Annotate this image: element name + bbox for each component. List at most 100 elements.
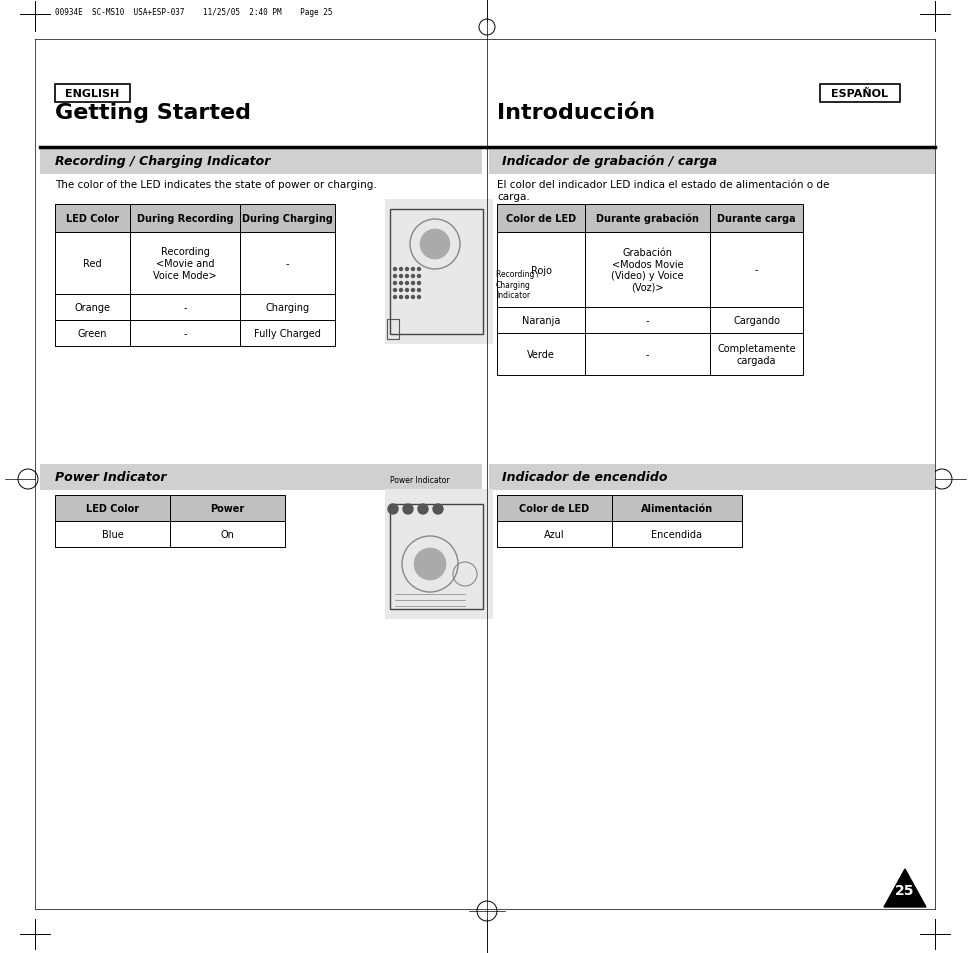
- Bar: [55, 294, 130, 320]
- Circle shape: [399, 275, 403, 278]
- Text: Fully Charged: Fully Charged: [254, 329, 321, 338]
- Text: Recording / Charging Indicator: Recording / Charging Indicator: [55, 155, 270, 169]
- Bar: [240, 294, 335, 320]
- Bar: [170, 521, 285, 547]
- Text: The color of the LED indicates the state of power or charging.: The color of the LED indicates the state…: [55, 180, 377, 190]
- Bar: [585, 233, 710, 308]
- Circle shape: [399, 282, 403, 285]
- Bar: [710, 308, 803, 334]
- Text: During Recording: During Recording: [137, 213, 233, 224]
- Bar: [497, 496, 612, 521]
- Bar: [40, 149, 482, 174]
- Text: Completamente
cargada: Completamente cargada: [718, 344, 796, 365]
- Bar: [497, 308, 585, 334]
- Bar: [55, 521, 170, 547]
- Circle shape: [393, 296, 396, 299]
- Text: Rojo: Rojo: [530, 265, 552, 275]
- Circle shape: [418, 296, 420, 299]
- Text: Naranja: Naranja: [521, 315, 560, 326]
- Bar: [387, 319, 399, 339]
- Text: -: -: [184, 303, 186, 313]
- Bar: [240, 320, 335, 347]
- Text: Color de LED: Color de LED: [506, 213, 576, 224]
- Text: Orange: Orange: [75, 303, 111, 313]
- Bar: [170, 496, 285, 521]
- Text: Alimentación: Alimentación: [641, 503, 713, 514]
- Circle shape: [418, 504, 428, 515]
- Bar: [385, 200, 493, 345]
- Circle shape: [418, 275, 420, 278]
- Text: LED Color: LED Color: [86, 503, 139, 514]
- Bar: [130, 205, 240, 233]
- Circle shape: [412, 268, 415, 272]
- Bar: [55, 205, 130, 233]
- Circle shape: [412, 275, 415, 278]
- Text: ENGLISH: ENGLISH: [65, 89, 119, 99]
- Bar: [497, 521, 612, 547]
- Text: Indicador de encendido: Indicador de encendido: [502, 471, 667, 484]
- Bar: [55, 233, 130, 294]
- Text: Power Indicator: Power Indicator: [390, 476, 450, 484]
- Text: Azul: Azul: [544, 530, 565, 539]
- Circle shape: [412, 296, 415, 299]
- Text: Recording
<Movie and
Voice Mode>: Recording <Movie and Voice Mode>: [153, 247, 217, 280]
- Bar: [390, 210, 483, 335]
- Text: Color de LED: Color de LED: [519, 503, 589, 514]
- Bar: [585, 205, 710, 233]
- Bar: [710, 334, 803, 375]
- Bar: [710, 233, 803, 308]
- Circle shape: [414, 548, 446, 580]
- Text: During Charging: During Charging: [242, 213, 333, 224]
- Circle shape: [399, 296, 403, 299]
- Bar: [612, 496, 742, 521]
- Bar: [130, 233, 240, 294]
- Polygon shape: [884, 869, 926, 907]
- Bar: [489, 464, 935, 491]
- Bar: [612, 521, 742, 547]
- Text: Introducción: Introducción: [497, 103, 655, 123]
- Bar: [710, 205, 803, 233]
- Bar: [55, 320, 130, 347]
- Bar: [497, 205, 585, 233]
- Bar: [390, 504, 483, 609]
- Text: Charging: Charging: [265, 303, 310, 313]
- Circle shape: [393, 268, 396, 272]
- Bar: [240, 205, 335, 233]
- Text: Durante carga: Durante carga: [718, 213, 796, 224]
- Bar: [489, 149, 935, 174]
- Bar: [585, 308, 710, 334]
- Text: Power: Power: [211, 503, 245, 514]
- Circle shape: [406, 289, 409, 293]
- Text: ESPAÑOL: ESPAÑOL: [831, 89, 888, 99]
- Text: Red: Red: [84, 258, 102, 269]
- Circle shape: [406, 282, 409, 285]
- Text: Verde: Verde: [527, 350, 555, 359]
- Circle shape: [418, 268, 420, 272]
- Circle shape: [420, 230, 450, 260]
- Text: Indicador de grabación / carga: Indicador de grabación / carga: [502, 155, 718, 169]
- Circle shape: [399, 268, 403, 272]
- Text: Power Indicator: Power Indicator: [55, 471, 166, 484]
- Bar: [585, 334, 710, 375]
- Text: Cargando: Cargando: [733, 315, 780, 326]
- Text: 00934E  SC-MS10  USA+ESP-037    11/25/05  2:40 PM    Page 25: 00934E SC-MS10 USA+ESP-037 11/25/05 2:40…: [55, 8, 332, 17]
- Text: Grabación
<Modos Movie
(Video) y Voice
(Voz)>: Grabación <Modos Movie (Video) y Voice (…: [611, 248, 684, 293]
- Bar: [130, 294, 240, 320]
- Text: Green: Green: [78, 329, 107, 338]
- Text: -: -: [646, 315, 650, 326]
- Circle shape: [403, 504, 413, 515]
- Circle shape: [412, 289, 415, 293]
- Circle shape: [388, 504, 398, 515]
- Text: -: -: [285, 258, 289, 269]
- Text: On: On: [220, 530, 234, 539]
- Circle shape: [393, 275, 396, 278]
- Bar: [55, 496, 170, 521]
- Bar: [55, 85, 130, 103]
- Circle shape: [433, 504, 443, 515]
- Text: El color del indicador LED indica el estado de alimentación o de
carga.: El color del indicador LED indica el est…: [497, 180, 829, 201]
- Bar: [240, 233, 335, 294]
- Text: Encendida: Encendida: [652, 530, 702, 539]
- Circle shape: [393, 282, 396, 285]
- Text: LED Color: LED Color: [66, 213, 119, 224]
- Bar: [385, 490, 493, 619]
